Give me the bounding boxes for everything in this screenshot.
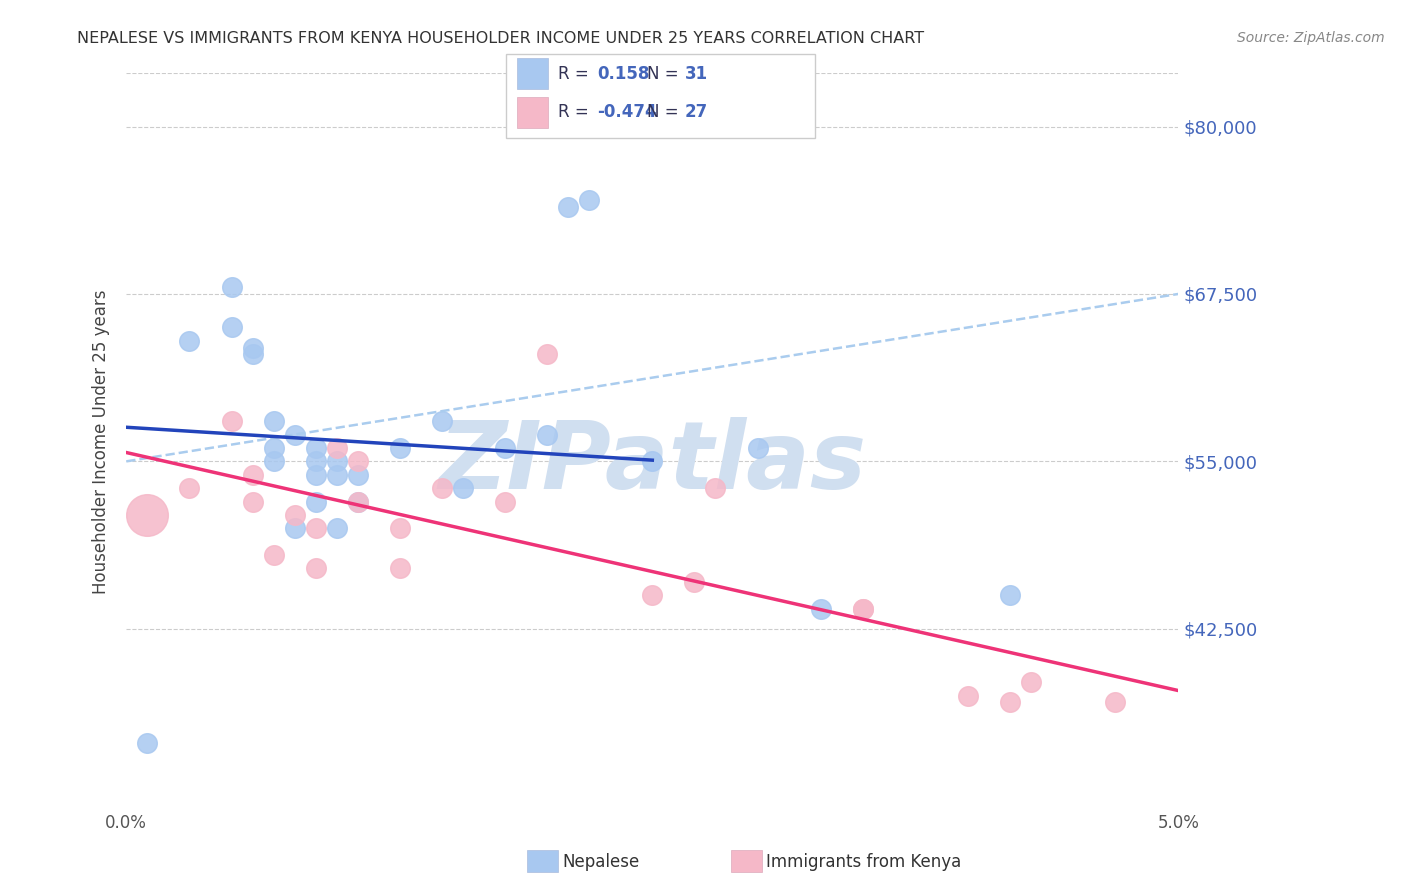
- Point: [494, 494, 516, 508]
- Point: [683, 574, 706, 589]
- Point: [325, 521, 347, 535]
- Point: [305, 441, 328, 455]
- Point: [536, 427, 558, 442]
- Point: [325, 467, 347, 482]
- Point: [1104, 695, 1126, 709]
- Point: [284, 508, 307, 522]
- Point: [325, 454, 347, 468]
- Text: N =: N =: [647, 103, 683, 121]
- Text: 31: 31: [685, 64, 707, 82]
- Point: [346, 494, 368, 508]
- Point: [388, 521, 411, 535]
- Point: [263, 414, 285, 428]
- Point: [810, 601, 832, 615]
- Text: N =: N =: [647, 64, 683, 82]
- Point: [451, 481, 474, 495]
- Point: [221, 280, 243, 294]
- Point: [1019, 675, 1042, 690]
- Text: Nepalese: Nepalese: [562, 853, 640, 871]
- Point: [263, 548, 285, 562]
- Point: [852, 601, 875, 615]
- Point: [641, 588, 664, 602]
- Text: -0.474: -0.474: [598, 103, 657, 121]
- Text: 27: 27: [685, 103, 709, 121]
- Point: [242, 467, 264, 482]
- Y-axis label: Householder Income Under 25 years: Householder Income Under 25 years: [93, 289, 110, 593]
- Point: [388, 561, 411, 575]
- Point: [179, 334, 201, 348]
- Point: [284, 521, 307, 535]
- Point: [346, 494, 368, 508]
- Point: [494, 441, 516, 455]
- Text: Source: ZipAtlas.com: Source: ZipAtlas.com: [1237, 31, 1385, 45]
- Text: Immigrants from Kenya: Immigrants from Kenya: [766, 853, 962, 871]
- Point: [305, 467, 328, 482]
- Point: [242, 341, 264, 355]
- Point: [557, 200, 579, 214]
- Point: [430, 481, 453, 495]
- Point: [325, 441, 347, 455]
- Point: [998, 588, 1021, 602]
- Text: NEPALESE VS IMMIGRANTS FROM KENYA HOUSEHOLDER INCOME UNDER 25 YEARS CORRELATION : NEPALESE VS IMMIGRANTS FROM KENYA HOUSEH…: [77, 31, 925, 46]
- Text: ZIPatlas: ZIPatlas: [439, 417, 866, 509]
- Point: [536, 347, 558, 361]
- Point: [346, 454, 368, 468]
- Point: [305, 561, 328, 575]
- Point: [998, 695, 1021, 709]
- Point: [284, 427, 307, 442]
- Point: [852, 601, 875, 615]
- Point: [578, 193, 600, 207]
- Point: [956, 689, 979, 703]
- Point: [305, 454, 328, 468]
- Text: 0.158: 0.158: [598, 64, 650, 82]
- Point: [263, 454, 285, 468]
- Point: [221, 320, 243, 334]
- Point: [641, 454, 664, 468]
- Point: [136, 735, 159, 749]
- Point: [221, 414, 243, 428]
- Point: [305, 521, 328, 535]
- Point: [242, 494, 264, 508]
- Point: [346, 467, 368, 482]
- Point: [388, 441, 411, 455]
- Point: [430, 414, 453, 428]
- Point: [704, 481, 727, 495]
- Point: [747, 441, 769, 455]
- Point: [305, 494, 328, 508]
- Point: [242, 347, 264, 361]
- Text: R =: R =: [558, 103, 595, 121]
- Point: [179, 481, 201, 495]
- Point: [136, 508, 159, 522]
- Point: [263, 441, 285, 455]
- Text: R =: R =: [558, 64, 595, 82]
